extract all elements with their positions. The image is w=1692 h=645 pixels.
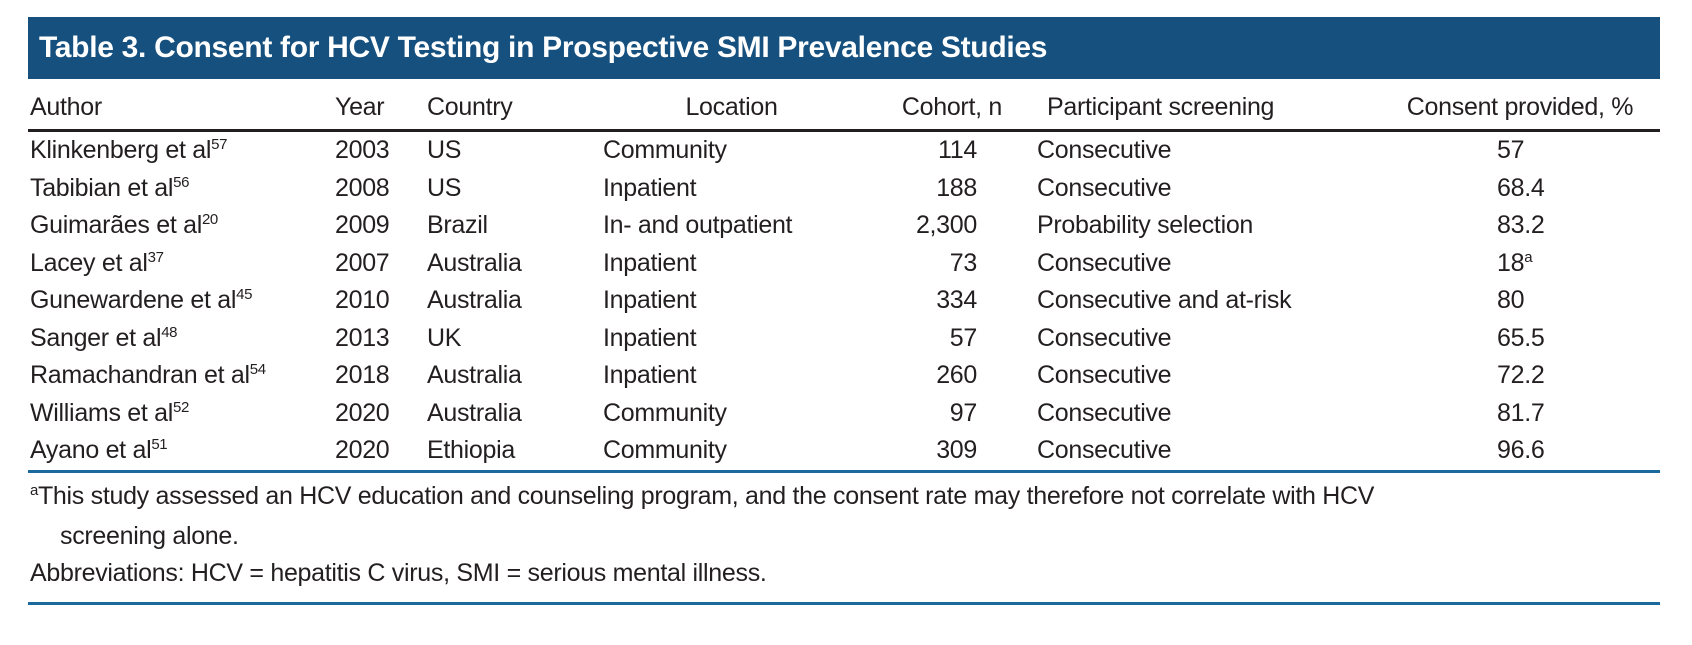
cell-country: UK bbox=[427, 323, 462, 352]
cell-screening: Consecutive bbox=[1037, 173, 1172, 202]
footnote-ref: a bbox=[1524, 248, 1533, 266]
citation-ref: 57 bbox=[211, 136, 228, 154]
cell-country: Australia bbox=[427, 361, 522, 390]
cell-consent: 68.4 bbox=[1497, 173, 1545, 202]
cell-location: Community bbox=[603, 398, 727, 427]
citation-ref: 56 bbox=[173, 173, 190, 191]
citation-ref: 52 bbox=[173, 398, 189, 416]
cell-consent: 18a bbox=[1497, 248, 1533, 277]
cell-year: 2010 bbox=[335, 286, 390, 315]
table-row: Klinkenberg et al57 2003 US Community 11… bbox=[28, 131, 1660, 170]
cell-country: US bbox=[427, 136, 462, 165]
cell-year: 2020 bbox=[335, 432, 427, 473]
cell-location: In- and outpatient bbox=[603, 211, 793, 240]
footnote-marker: a bbox=[30, 481, 38, 499]
footnote-a: aThis study assessed an HCV education an… bbox=[30, 481, 1375, 510]
table-title: Table 3. Consent for HCV Testing in Pros… bbox=[39, 31, 1048, 64]
table-row: Guimarães et al20 2009 Brazil In- and ou… bbox=[28, 207, 1660, 245]
citation-ref: 45 bbox=[236, 286, 253, 304]
col-header-author: Author bbox=[28, 79, 335, 132]
abbreviations-note: Abbreviations: HCV = hepatitis C virus, … bbox=[30, 558, 767, 587]
cell-location: Community bbox=[603, 136, 727, 165]
cell-screening: Consecutive bbox=[1037, 323, 1172, 352]
col-header-screening: Participant screening bbox=[1002, 79, 1380, 132]
cell-consent: 81.7 bbox=[1497, 398, 1545, 427]
cell-year: 2008 bbox=[335, 173, 390, 202]
cell-cohort: 309 bbox=[860, 432, 1002, 473]
table-row: Tabibian et al56 2008 US Inpatient 188 C… bbox=[28, 170, 1660, 208]
consent-table: Author Year Country Location Cohort, n P… bbox=[28, 79, 1660, 473]
col-header-cohort: Cohort, n bbox=[860, 79, 1002, 132]
cell-year: 2003 bbox=[335, 136, 390, 165]
cell-year: 2007 bbox=[335, 248, 390, 277]
citation-ref: 48 bbox=[161, 323, 178, 341]
cell-country: Australia bbox=[427, 248, 522, 277]
cell-cohort: 2,300 bbox=[915, 211, 977, 240]
cell-location: Inpatient bbox=[603, 248, 697, 277]
header-row: Author Year Country Location Cohort, n P… bbox=[28, 79, 1660, 132]
footnote-a-continued: screening alone. bbox=[60, 521, 239, 550]
cell-consent: 72.2 bbox=[1497, 361, 1545, 390]
cell-screening: Consecutive bbox=[1037, 361, 1172, 390]
cell-year: 2018 bbox=[335, 361, 390, 390]
cell-country: Australia bbox=[427, 286, 522, 315]
cell-author: Sanger et al48 bbox=[30, 323, 178, 352]
cell-year: 2013 bbox=[335, 323, 390, 352]
cell-screening: Consecutive bbox=[1037, 136, 1172, 165]
cell-screening: Consecutive bbox=[1037, 248, 1172, 277]
table-row: Sanger et al48 2013 UK Inpatient 57 Cons… bbox=[28, 320, 1660, 358]
cell-cohort: 334 bbox=[936, 286, 977, 315]
col-header-consent: Consent provided, % bbox=[1380, 79, 1660, 132]
cell-author: Guimarães et al20 bbox=[30, 211, 218, 240]
cell-screening: Consecutive bbox=[1002, 432, 1380, 473]
cell-country: Ethiopia bbox=[427, 432, 603, 473]
cell-screening: Probability selection bbox=[1037, 211, 1254, 240]
cell-author: Tabibian et al56 bbox=[30, 173, 190, 202]
cell-location: Inpatient bbox=[603, 173, 697, 202]
col-header-year: Year bbox=[335, 79, 427, 132]
cell-cohort: 73 bbox=[949, 248, 978, 277]
citation-ref: 54 bbox=[249, 361, 266, 379]
cell-location: Inpatient bbox=[603, 286, 697, 315]
cell-author: Lacey et al37 bbox=[30, 248, 164, 277]
citation-ref: 51 bbox=[151, 436, 168, 454]
cell-screening: Consecutive and at-risk bbox=[1037, 286, 1292, 315]
table-row: Ayano et al51 2020 Ethiopia Community 30… bbox=[28, 432, 1660, 473]
cell-country: US bbox=[427, 173, 462, 202]
cell-author: Gunewardene et al45 bbox=[30, 286, 253, 315]
cell-location: Inpatient bbox=[603, 323, 697, 352]
citation-ref: 20 bbox=[201, 211, 218, 229]
cell-author: Ayano et al51 bbox=[28, 432, 335, 473]
table-footnotes: aThis study assessed an HCV education an… bbox=[28, 473, 1660, 605]
cell-year: 2020 bbox=[335, 398, 390, 427]
table-row: Williams et al52 2020 Australia Communit… bbox=[28, 395, 1660, 433]
table-row: Ramachandran et al54 2018 Australia Inpa… bbox=[28, 357, 1660, 395]
cell-cohort: 114 bbox=[938, 136, 977, 165]
table-row: Lacey et al37 2007 Australia Inpatient 7… bbox=[28, 245, 1660, 283]
table-title-bar: Table 3. Consent for HCV Testing in Pros… bbox=[28, 17, 1660, 79]
col-header-country: Country bbox=[427, 79, 603, 132]
cell-author: Williams et al52 bbox=[30, 398, 189, 427]
cell-screening: Consecutive bbox=[1037, 398, 1172, 427]
cell-cohort: 97 bbox=[949, 398, 978, 427]
cell-year: 2009 bbox=[335, 211, 390, 240]
cell-location: Community bbox=[603, 432, 860, 473]
cell-location: Inpatient bbox=[603, 361, 697, 390]
cell-cohort: 57 bbox=[949, 323, 978, 352]
cell-country: Australia bbox=[427, 398, 522, 427]
cell-cohort: 260 bbox=[936, 361, 977, 390]
table-row: Gunewardene et al45 2010 Australia Inpat… bbox=[28, 282, 1660, 320]
cell-consent: 65.5 bbox=[1497, 323, 1545, 352]
col-header-location: Location bbox=[603, 79, 860, 132]
cell-country: Brazil bbox=[427, 211, 488, 240]
cell-consent: 83.2 bbox=[1497, 211, 1545, 240]
cell-consent: 80 bbox=[1497, 286, 1525, 315]
cell-consent: 57 bbox=[1497, 136, 1525, 165]
cell-consent: 96.6 bbox=[1380, 432, 1660, 473]
cell-author: Klinkenberg et al57 bbox=[30, 136, 228, 165]
cell-author: Ramachandran et al54 bbox=[30, 361, 266, 390]
cell-cohort: 188 bbox=[936, 173, 977, 202]
citation-ref: 37 bbox=[147, 248, 164, 266]
